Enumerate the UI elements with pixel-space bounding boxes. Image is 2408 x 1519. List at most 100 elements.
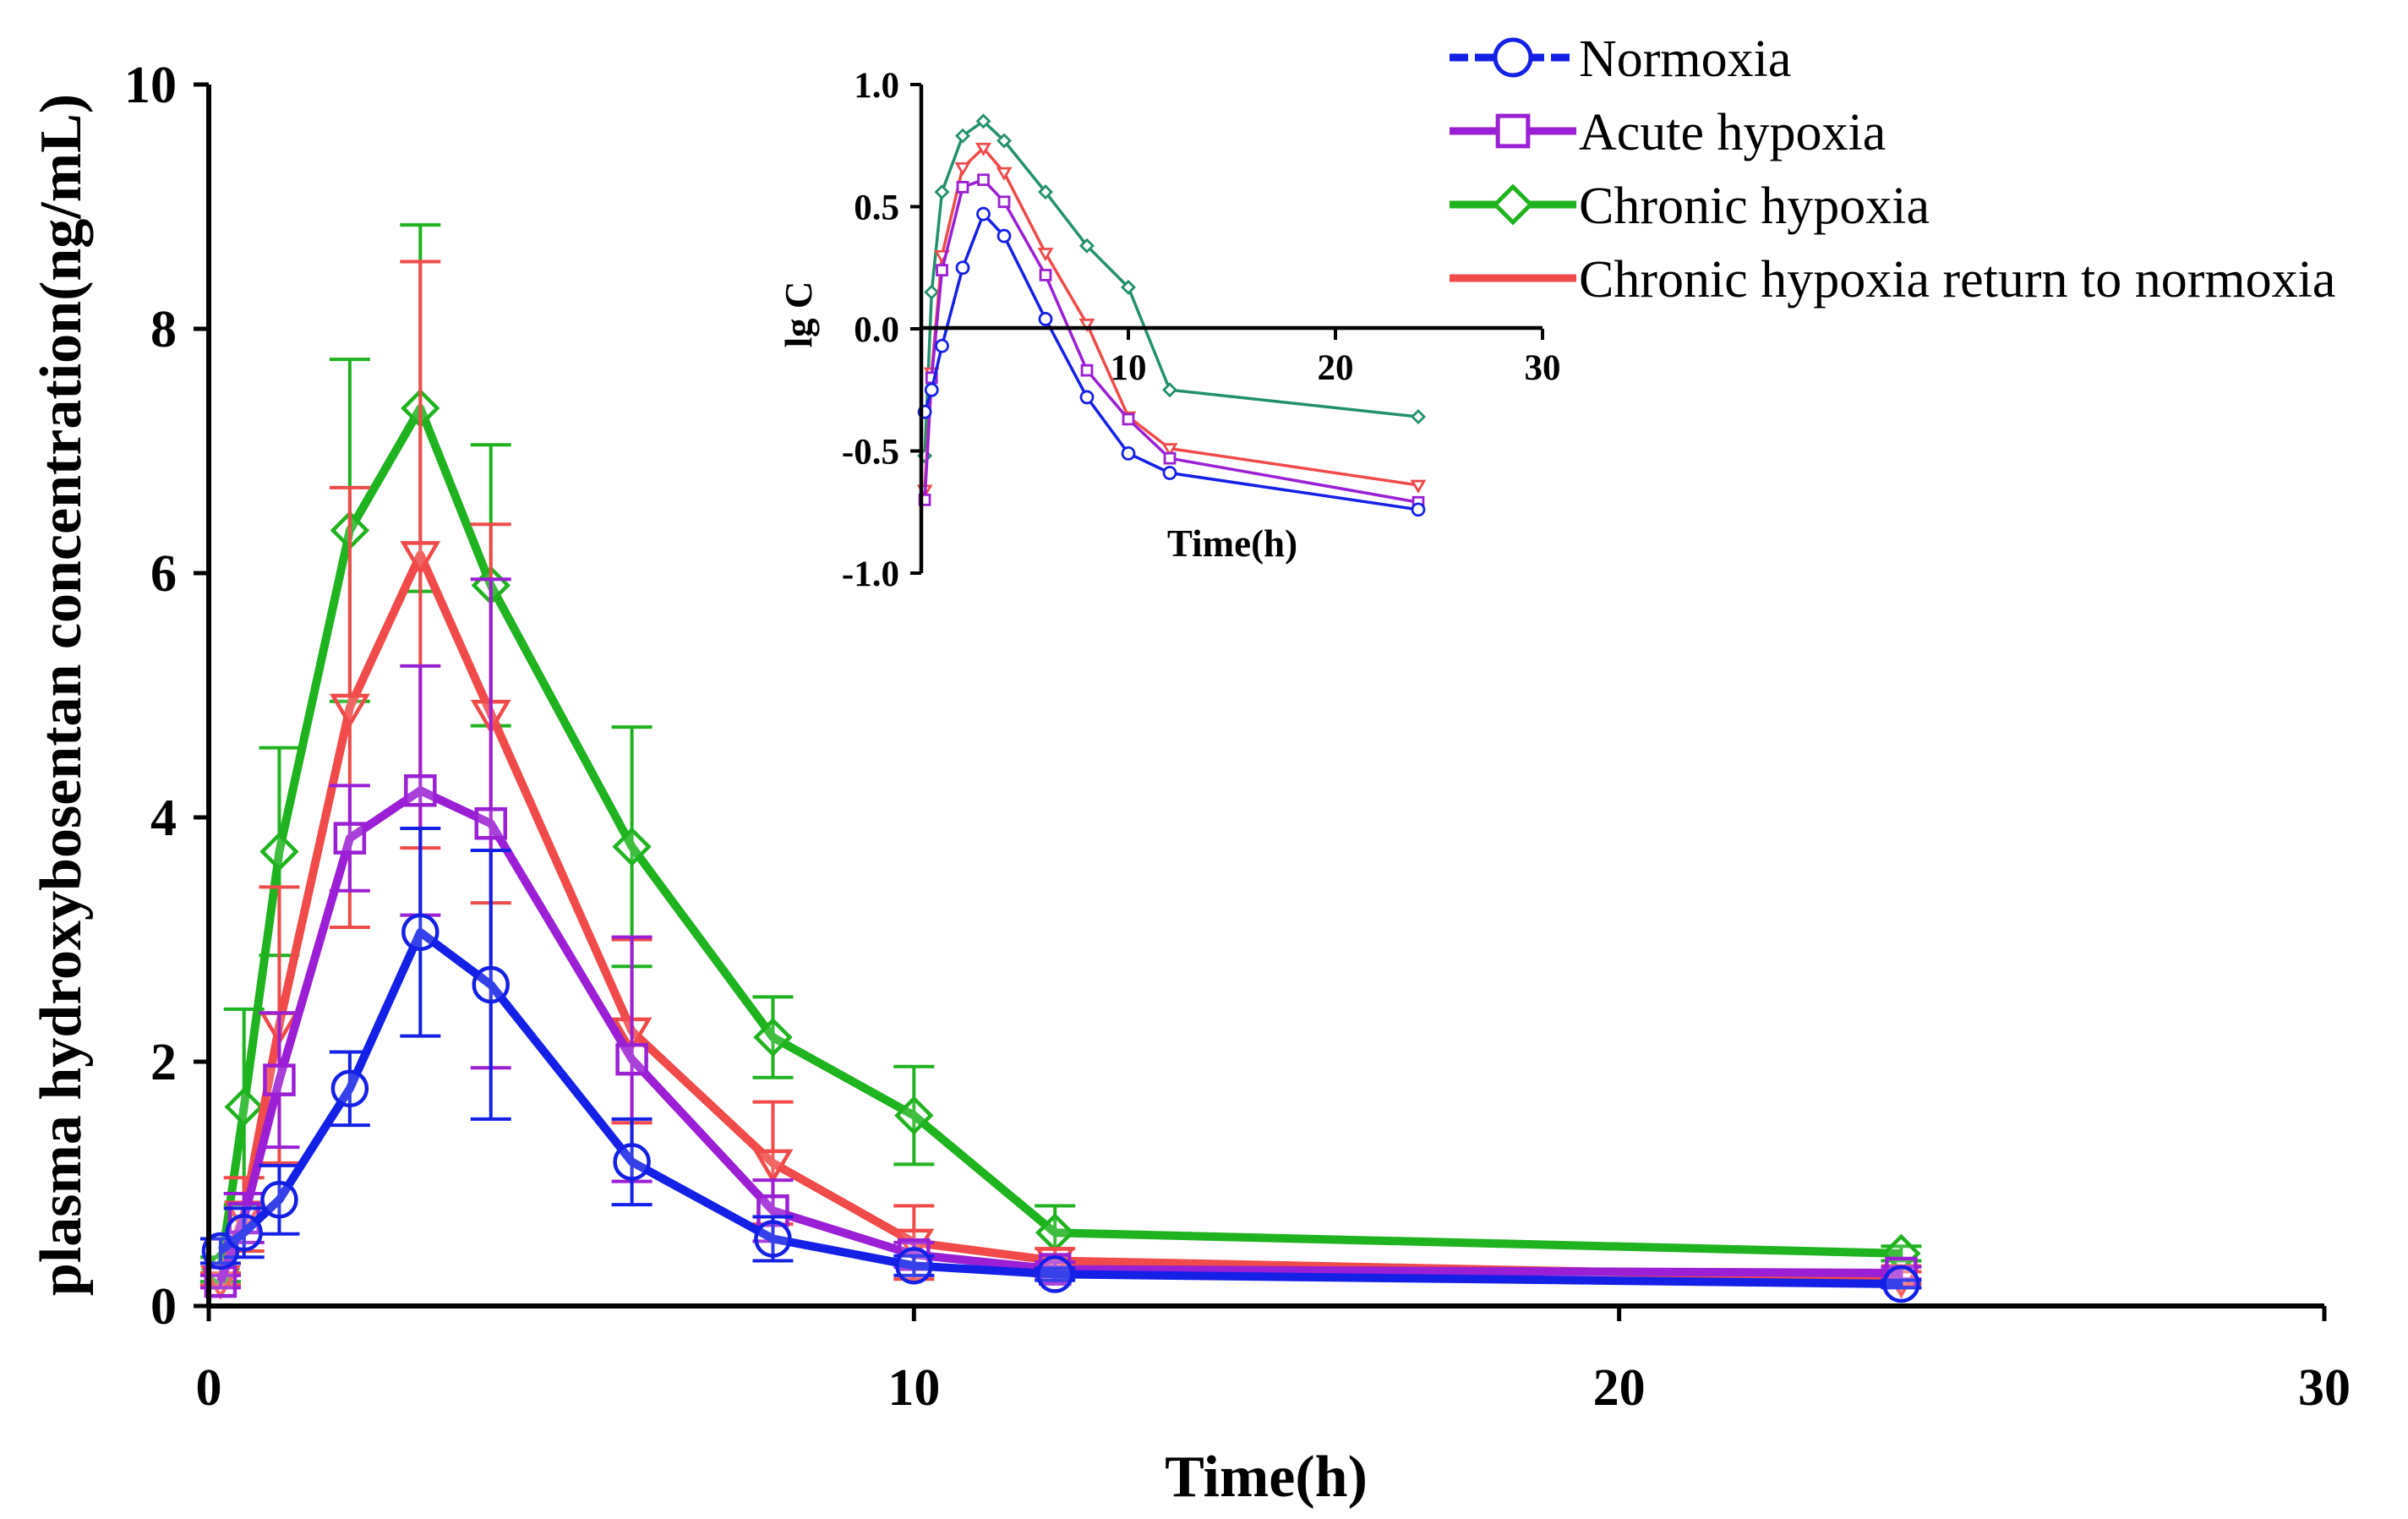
inset-x-tick-label: 30 [1525,348,1561,388]
inset-data-point [1410,479,1427,494]
legend-marker [1495,113,1531,149]
inset-y-tick-label: 0.0 [854,310,899,350]
main-series-group [199,223,1922,1303]
inset-data-point [936,264,948,276]
inset-data-point [1121,279,1136,295]
legend-marker [1493,37,1533,78]
main-plot: 0 10 20 30 0 2 4 6 8 10 Time(h) plasma hydroxybos… [29,57,2351,1510]
inset-data-point [1121,446,1136,461]
y-tick-label: 6 [150,545,177,603]
data-point [1882,1265,1920,1303]
y-tick-label: 4 [150,790,177,847]
legend-item: Normoxia [1450,30,1791,88]
inset-data-point [956,181,969,194]
data-point [753,1017,793,1057]
inset-y-tick-label: 1.0 [854,66,899,106]
y-axis-title: plasma hydroxybosentan concentration(ng/… [29,94,94,1296]
data-point [612,827,652,866]
inset-data-point [1122,413,1135,426]
legend: Normoxia Acute hypoxia Chronic hypoxia Chro… [1450,30,2335,309]
inset-data-point [1162,466,1177,480]
inset-series-normoxia [917,206,1426,517]
legend-label: Chronic hypoxia return to normoxia [1579,251,2335,309]
legend-label: Chronic hypoxia [1579,178,1930,235]
series-acute-hypoxia [199,577,1922,1298]
data-point [225,1214,263,1252]
inset-y-tick-label: -1.0 [842,555,899,594]
x-tick-label: 20 [1593,1359,1646,1417]
inset-data-point [1079,238,1095,254]
inset-data-point [1080,363,1094,377]
series-chronic-hypoxia [199,223,1922,1289]
inset-data-point [975,113,991,129]
series-line [216,550,1902,1282]
inset-data-point [1079,390,1095,405]
inset-data-point [997,228,1012,243]
data-point [260,1181,298,1219]
inset-data-point [1161,443,1178,457]
inset-data-point [1163,451,1177,465]
legend-item: Chronic hypoxia [1450,178,1930,235]
inset-tick-group: 10 20 30 1.0 0.5 0.0 -0.5 -1.0 [842,66,1561,594]
x-tick-label: 30 [2298,1359,2351,1417]
legend-label: Acute hypoxia [1579,104,1886,161]
inset-data-point [955,260,970,276]
x-tick-label: 10 [887,1359,940,1417]
data-point [329,693,370,729]
data-point [754,1220,792,1258]
data-point [895,1247,933,1285]
data-point [894,1096,934,1135]
data-point [224,1087,264,1127]
inset-x-tick-label: 20 [1318,348,1354,388]
inset-data-point [997,133,1012,149]
x-tick-label: 0 [196,1359,222,1417]
inset-y-tick-label: 0.5 [854,189,899,228]
inset-data-point [976,206,991,221]
inset-data-point [955,128,970,144]
inset-data-point [1411,409,1426,425]
data-point [752,1149,794,1184]
data-point [333,822,367,855]
data-point [263,1063,296,1096]
data-point [404,773,437,807]
inset-data-point [1162,382,1177,398]
y-tick-label: 10 [124,57,177,114]
legend-item: Chronic hypoxia return to normoxia [1450,251,2335,309]
data-point [401,913,440,951]
inset-data-point [1038,312,1053,326]
legend-marker [1492,183,1534,226]
inset-series-group [916,113,1427,517]
legend-label: Normoxia [1579,30,1791,88]
inset-data-point [924,284,940,300]
legend-item: Acute hypoxia [1450,104,1886,161]
series-chronic-hypoxia-return-to-normoxia [199,260,1922,1300]
inset-data-point [975,142,991,156]
inset-data-point [934,184,950,200]
inset-series-chronic-hypoxia-return-to-normoxia [916,142,1427,499]
series-line [216,786,1902,1283]
y-tick-label: 0 [150,1278,177,1336]
inset-data-point [997,195,1011,209]
inset-data-point [1038,184,1053,200]
inset-x-tick-label: 10 [1111,348,1147,388]
inset-data-point [1037,248,1054,262]
data-point [1035,1255,1074,1293]
inset-data-point [996,167,1013,181]
data-point [613,1143,651,1181]
inset-data-point [935,338,949,353]
inset-data-point [954,161,971,177]
data-point [472,965,510,1004]
inset-axes [919,85,1543,573]
inset-data-point [1078,318,1095,332]
data-point [400,541,441,576]
data-point [474,806,507,840]
inset-plot: 10 20 30 1.0 0.5 0.0 -0.5 -1.0 Time(h) lg C [778,66,1561,594]
x-axis-title: Time(h) [1165,1445,1368,1510]
data-point [259,832,299,872]
inset-y-tick-label: -0.5 [842,433,899,473]
inset-x-axis-title: Time(h) [1167,522,1297,565]
series-line [216,403,1902,1270]
main-tick-group: 0 10 20 30 0 2 4 6 8 10 [124,57,2351,1417]
y-tick-label: 8 [150,301,177,358]
